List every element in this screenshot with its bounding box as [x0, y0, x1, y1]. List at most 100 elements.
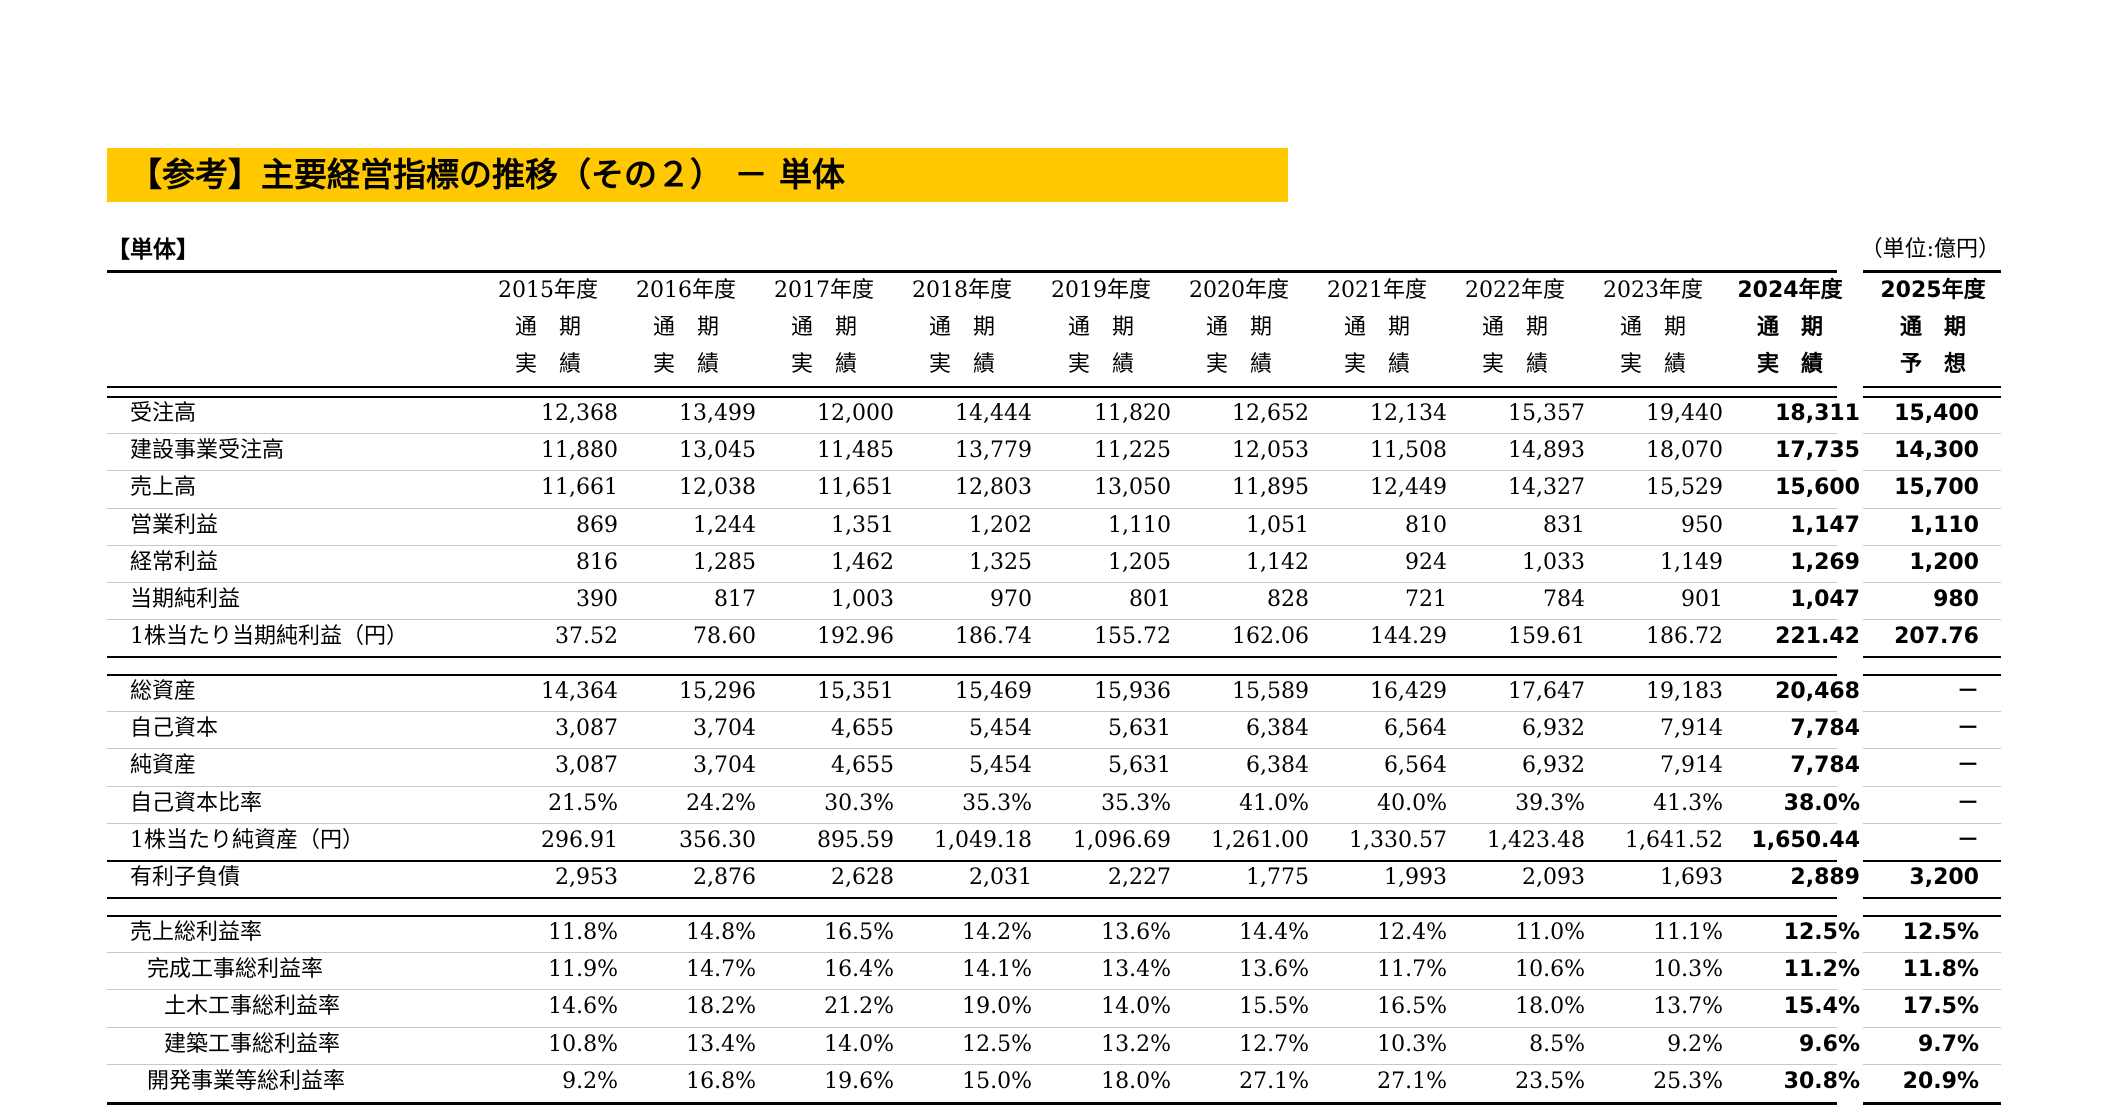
table-cell: 9.2%	[1667, 1031, 1723, 1057]
row-label: 自己資本比率	[130, 790, 263, 816]
column-header-l3: 実 績	[928, 352, 995, 377]
table-cell: 3,200	[1909, 865, 1979, 890]
table-cell: 1,641.52	[1625, 827, 1723, 853]
row-label: 総資産	[130, 679, 197, 704]
table-cell: 1,325	[969, 549, 1032, 575]
column-header-l2: 通 期	[1899, 315, 1966, 340]
row-separator	[107, 785, 1837, 787]
table-cell: 1,330.57	[1349, 827, 1447, 853]
table-cell: 13,045	[679, 438, 756, 464]
table-cell: 12,652	[1232, 401, 1309, 426]
table-cell: 1,244	[693, 512, 756, 538]
table-cell: 15,400	[1894, 401, 1979, 426]
column-header: 2015年度通 期実 績	[478, 272, 618, 383]
column-header-l2: 通 期	[1756, 315, 1823, 340]
table-cell: 23.5%	[1515, 1068, 1585, 1094]
column-header-l3: 実 績	[1067, 352, 1134, 377]
table-cell: 221.42	[1775, 624, 1860, 650]
table-cell: 1,147	[1790, 512, 1860, 538]
table-cell: 7,784	[1790, 716, 1860, 742]
column-header: 2025年度通 期予 想	[1863, 272, 2003, 383]
column-header: 2016年度通 期実 績	[616, 272, 756, 383]
column-header-year: 2015年度	[498, 278, 598, 303]
table-cell: 14.4%	[1239, 920, 1309, 945]
table-cell: 12.4%	[1377, 920, 1447, 945]
table-cell: 924	[1405, 549, 1447, 575]
table-cell: 1,423.48	[1487, 827, 1585, 853]
table-cell: 1,351	[831, 512, 894, 538]
table-cell: 1,462	[831, 549, 894, 575]
table-cell: 6,564	[1384, 716, 1447, 742]
table-cell: －	[1956, 790, 1979, 816]
table-cell: 20.9%	[1902, 1068, 1979, 1094]
table-cell: 16.4%	[824, 957, 894, 983]
table-cell: 11,485	[817, 438, 894, 464]
table-cell: 9.2%	[562, 1068, 618, 1094]
table-cell: 24.2%	[686, 790, 756, 816]
table-cell: 816	[576, 549, 618, 575]
row-label: 営業利益	[130, 512, 219, 538]
row-separator	[107, 989, 1837, 991]
table-cell: 11.7%	[1377, 957, 1447, 983]
table-rule-forecast	[1863, 860, 2001, 862]
table-cell: 18,070	[1646, 438, 1723, 464]
table-cell: 15,589	[1232, 679, 1309, 704]
table-cell: 12.5%	[962, 1031, 1032, 1057]
column-header-l2: 通 期	[514, 315, 581, 340]
table-cell: 15,351	[817, 679, 894, 704]
column-header: 2021年度通 期実 績	[1307, 272, 1447, 383]
table-cell: 15,529	[1646, 475, 1723, 501]
row-separator	[107, 544, 1837, 546]
column-header-year: 2017年度	[774, 278, 874, 303]
table-cell: 901	[1681, 587, 1723, 612]
table-cell: 1,993	[1384, 865, 1447, 890]
column-header-l2: 通 期	[1619, 315, 1686, 340]
table-cell: 3,087	[555, 716, 618, 742]
row-separator-forecast	[1863, 989, 2001, 991]
table-cell: 1,693	[1660, 865, 1723, 890]
row-separator-forecast	[1863, 952, 2001, 954]
table-cell: 192.96	[817, 624, 894, 650]
table-cell: 9.7%	[1917, 1031, 1979, 1057]
table-cell: 13.6%	[1101, 920, 1171, 945]
row-separator	[107, 470, 1837, 472]
table-rule	[107, 1102, 1837, 1105]
row-label: 開発事業等総利益率	[147, 1068, 346, 1094]
table-cell: 15,700	[1894, 475, 1979, 501]
table-cell: 21.5%	[548, 790, 618, 816]
table-cell: 18.2%	[686, 994, 756, 1020]
row-separator-forecast	[1863, 748, 2001, 750]
table-cell: 6,384	[1246, 716, 1309, 742]
table-cell: 356.30	[679, 827, 756, 853]
table-rule-forecast	[1863, 270, 2001, 273]
row-separator	[107, 952, 1837, 954]
row-label: 受注高	[130, 401, 197, 426]
table-cell: 13,779	[955, 438, 1032, 464]
column-header-l3: 実 績	[514, 352, 581, 377]
table-cell: 14.0%	[1101, 994, 1171, 1020]
row-separator	[107, 507, 1837, 509]
table-cell: 2,628	[831, 865, 894, 890]
table-cell: 11.8%	[1902, 957, 1979, 983]
table-cell: 2,031	[969, 865, 1032, 890]
row-separator-forecast	[1863, 582, 2001, 583]
row-separator	[107, 619, 1837, 621]
table-cell: 17,647	[1508, 679, 1585, 704]
table-cell: 10.3%	[1377, 1031, 1447, 1057]
table-cell: 12,368	[541, 401, 618, 426]
column-header-l2: 通 期	[790, 315, 857, 340]
column-header-l3: 実 績	[1481, 352, 1548, 377]
table-cell: 3,704	[693, 716, 756, 742]
row-separator-forecast	[1863, 470, 2001, 472]
row-separator	[107, 433, 1837, 435]
table-cell: 7,784	[1790, 753, 1860, 779]
table-cell: 18.0%	[1101, 1068, 1171, 1094]
table-cell: 1,142	[1246, 549, 1309, 575]
row-separator-forecast	[1863, 433, 2001, 435]
table-cell: 5,454	[969, 753, 1032, 779]
row-separator-forecast	[1863, 711, 2001, 713]
table-cell: 784	[1543, 587, 1585, 612]
table-cell: 19.6%	[824, 1068, 894, 1094]
table-cell: 11.2%	[1783, 957, 1860, 983]
table-cell: 41.0%	[1239, 790, 1309, 816]
